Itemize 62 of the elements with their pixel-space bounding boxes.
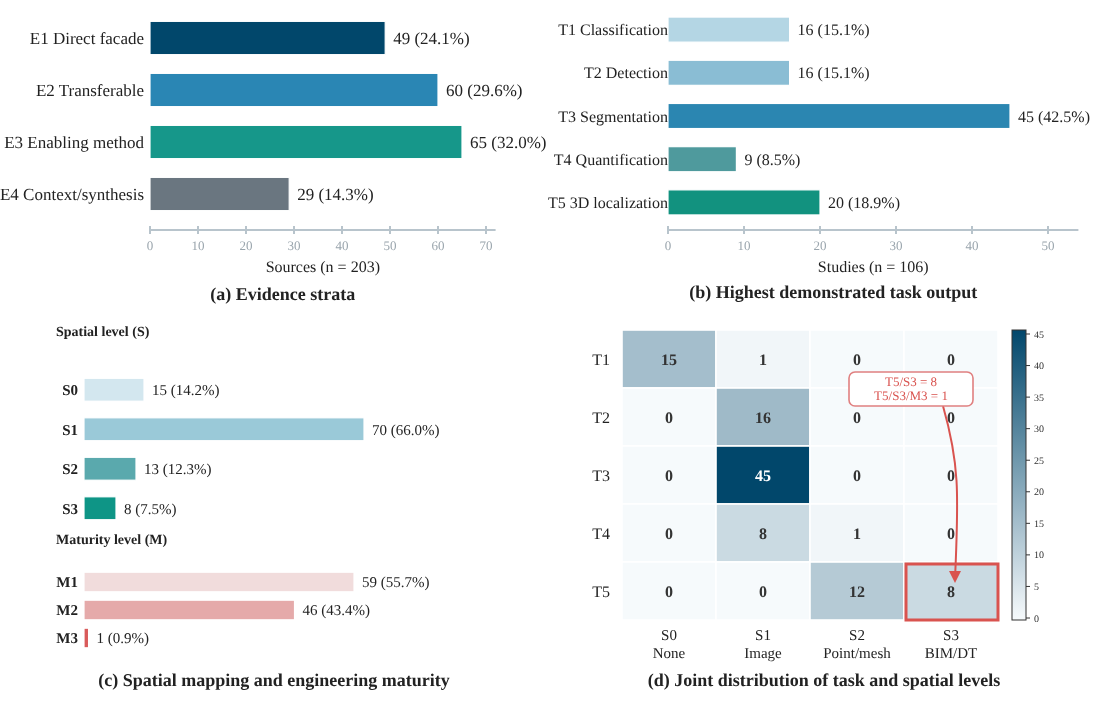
y-tick-label: E3 Enabling method [4,131,146,152]
data-label: 45 (42.5%) [1018,107,1091,126]
data-label: 0 [947,408,955,427]
data-label: 49 (24.1%) [393,27,471,48]
data-label: 0 [665,466,673,485]
y-tick-label: T4 Quantification [553,150,668,169]
data-label: 15 [661,350,677,369]
bar [83,377,145,402]
data-label: 16 (15.1%) [797,64,871,83]
y-tick-label: T5 [592,582,610,601]
y-tick-label: T2 [592,408,610,427]
data-label: 0 [853,350,861,369]
bar [667,146,737,173]
y-tick-label: T3 Segmentation [558,107,668,126]
data-label: 16 (15.1%) [797,21,871,40]
data-label: 29 (14.3%) [297,183,375,204]
data-label: 16 [755,408,771,427]
data-label: 0 [665,582,673,601]
data-label: 9 (8.5%) [744,150,802,169]
data-label: 65 (32.0%) [470,131,547,152]
bar [667,102,1011,130]
y-tick-label: T5 3D localization [548,194,668,212]
y-tick-label: T1 Classification [558,21,668,40]
data-label: 0 [853,466,861,485]
text: (c) Spatial mapping and engineering maturity [98,670,451,690]
y-tick-label: E2 Transferable [35,79,145,100]
x-axis-title: Studies (n = 106) [817,258,930,276]
text: (b) Highest demonstrated task output [689,282,978,302]
data-label: 12 [849,582,865,601]
data-label: 0 [947,524,955,543]
bar [667,189,821,216]
bar [83,456,137,481]
bar [149,176,290,212]
bar [149,72,439,108]
data-label: 0 [665,524,673,543]
y-tick-label: E1 Direct facade [29,27,145,48]
y-tick-label: T1 [592,350,610,369]
bar [667,16,791,43]
data-label: 60 (29.6%) [446,79,523,100]
y-tick-label: T3 [592,466,610,485]
data-label: 45 [755,466,771,485]
bar [667,59,791,86]
data-label: 0 [947,466,955,485]
text: (d) Joint distribution of task and spatial levels [647,670,1002,690]
bar [83,496,117,521]
x-axis-title: Sources (n = 203) [265,258,381,276]
bar [149,20,386,56]
data-label: 1 [853,524,861,543]
data-label: 8 [759,524,767,543]
data-label: 20 (18.9%) [828,194,901,212]
y-tick-label: T2 Detection [584,64,668,83]
y-tick-label: E4 Context/synthesis [0,183,144,204]
y-tick-label: T4 [592,524,610,543]
data-label: 0 [853,408,861,427]
data-label: 1 [759,350,767,369]
bar [149,124,463,160]
data-label: 0 [665,408,673,427]
data-label: 0 [759,582,767,601]
text: (a) Evidence strata [210,284,357,304]
data-label: 0 [947,350,955,369]
bar [83,417,365,442]
data-label: 8 [947,582,955,601]
